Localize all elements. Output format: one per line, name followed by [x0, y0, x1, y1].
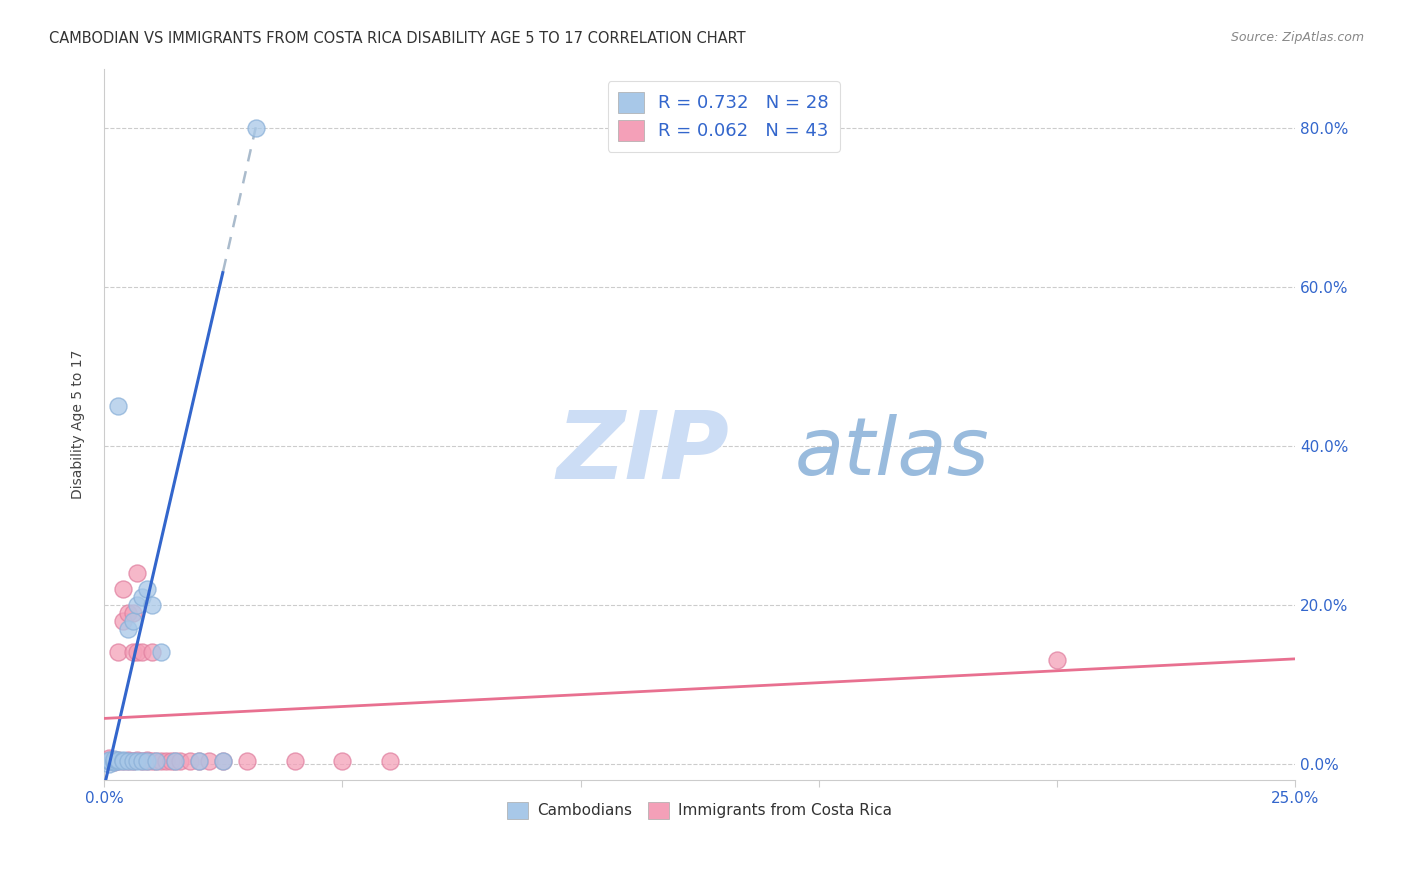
Text: ZIP: ZIP: [557, 407, 730, 499]
Point: [97, 751, 120, 765]
Point: [103, 755, 125, 769]
Point: [117, 622, 139, 636]
Point: [145, 755, 167, 769]
Point: [131, 645, 153, 659]
Point: [145, 755, 167, 769]
Point: [135, 755, 157, 769]
Point: [284, 755, 307, 769]
Point: [107, 645, 129, 659]
Point: [112, 755, 135, 769]
Text: Source: ZipAtlas.com: Source: ZipAtlas.com: [1230, 31, 1364, 45]
Point: [107, 753, 129, 767]
Legend: Cambodians, Immigrants from Costa Rica: Cambodians, Immigrants from Costa Rica: [501, 796, 898, 825]
Point: [127, 755, 149, 769]
Point: [165, 755, 187, 769]
Point: [127, 598, 149, 612]
Point: [97, 755, 120, 769]
Point: [150, 645, 173, 659]
Point: [112, 753, 135, 767]
Point: [150, 755, 173, 769]
Point: [131, 755, 153, 769]
Point: [112, 755, 135, 769]
Point: [103, 752, 125, 766]
Point: [112, 614, 135, 628]
Point: [188, 755, 211, 769]
Point: [121, 614, 143, 628]
Point: [135, 753, 157, 767]
Y-axis label: Disability Age 5 to 17: Disability Age 5 to 17: [72, 350, 86, 499]
Point: [121, 645, 143, 659]
Point: [169, 755, 191, 769]
Point: [117, 755, 139, 769]
Point: [127, 753, 149, 767]
Point: [97, 755, 120, 769]
Point: [245, 121, 267, 136]
Point: [135, 755, 157, 769]
Point: [103, 755, 125, 769]
Point: [107, 399, 129, 413]
Point: [107, 753, 129, 767]
Point: [131, 590, 153, 604]
Point: [236, 755, 259, 769]
Point: [135, 582, 157, 596]
Text: atlas: atlas: [794, 414, 990, 491]
Point: [155, 755, 177, 769]
Point: [121, 755, 143, 769]
Point: [117, 753, 139, 767]
Point: [131, 755, 153, 769]
Point: [179, 755, 201, 769]
Point: [330, 755, 353, 769]
Point: [212, 755, 235, 769]
Point: [141, 755, 163, 769]
Point: [159, 755, 181, 769]
Point: [103, 753, 125, 767]
Point: [107, 755, 129, 769]
Point: [97, 753, 120, 767]
Point: [198, 755, 221, 769]
Point: [127, 645, 149, 659]
Point: [117, 606, 139, 620]
Point: [121, 755, 143, 769]
Point: [212, 755, 235, 769]
Point: [103, 754, 125, 768]
Point: [165, 755, 187, 769]
Point: [97, 753, 120, 767]
Point: [112, 582, 135, 596]
Point: [188, 755, 211, 769]
Point: [127, 566, 149, 580]
Text: CAMBODIAN VS IMMIGRANTS FROM COSTA RICA DISABILITY AGE 5 TO 17 CORRELATION CHART: CAMBODIAN VS IMMIGRANTS FROM COSTA RICA …: [49, 31, 745, 46]
Point: [107, 755, 129, 769]
Point: [117, 755, 139, 769]
Point: [141, 645, 163, 659]
Point: [378, 755, 401, 769]
Point: [141, 598, 163, 612]
Point: [97, 756, 120, 771]
Point: [121, 606, 143, 620]
Point: [97, 755, 120, 769]
Point: [103, 755, 125, 769]
Point: [1046, 653, 1069, 667]
